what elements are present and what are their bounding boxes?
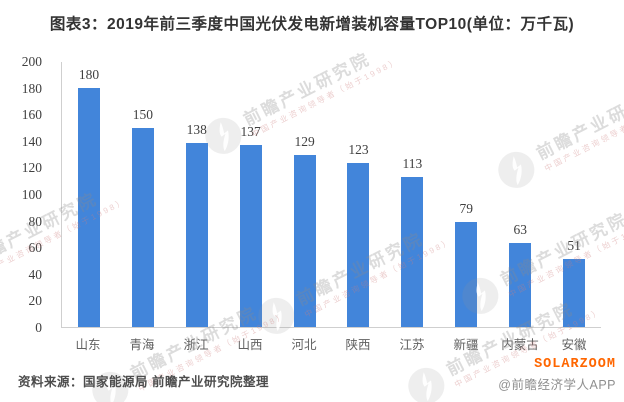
y-tick-label: 180 — [21, 80, 42, 96]
bar — [509, 243, 532, 327]
app-credit: @前瞻经济学人APP — [498, 378, 616, 392]
x-category-label: 安徽 — [561, 338, 587, 352]
bar-group-安徽: 51 — [547, 62, 601, 327]
bar-value-label: 51 — [567, 238, 581, 254]
y-axis: 0 20 40 60 80 100 120 140 160 180 200 — [0, 54, 52, 335]
x-category-label: 河北 — [291, 338, 317, 352]
bar — [239, 144, 262, 327]
bar-value-label: 137 — [240, 123, 261, 139]
x-category-label: 江苏 — [399, 338, 425, 352]
bar-group-新疆: 79 — [439, 62, 493, 327]
x-category-label: 内蒙古 — [501, 338, 539, 352]
bar — [401, 176, 424, 327]
bar-group-青海: 150 — [116, 62, 170, 327]
source-note: 资料来源：国家能源局 前瞻产业研究院整理 — [18, 375, 269, 389]
y-tick-label: 60 — [28, 240, 43, 256]
bar-group-内蒙古: 63 — [493, 62, 547, 327]
y-tick-label: 120 — [21, 160, 42, 176]
bar-value-label: 79 — [459, 200, 474, 216]
x-category-label: 陕西 — [345, 338, 371, 352]
y-tick-label: 200 — [21, 54, 42, 69]
y-tick-label: 0 — [35, 320, 42, 335]
y-tick-label: 80 — [28, 213, 43, 229]
solarzoom-logo-text: SOLARZOOM — [534, 357, 616, 372]
bar-value-label: 150 — [132, 106, 153, 122]
bar-group-河北: 129 — [278, 62, 332, 327]
bar-group-山东: 180 — [62, 62, 116, 327]
bar-value-label: 123 — [348, 142, 369, 158]
bar — [563, 259, 586, 327]
y-tick-label: 160 — [21, 107, 42, 123]
x-category-label: 青海 — [129, 338, 155, 352]
x-category-label: 浙江 — [183, 338, 209, 352]
y-tick-label: 20 — [28, 293, 43, 309]
bar-value-label: 129 — [294, 134, 315, 150]
qianzhan-bird-logo — [408, 367, 445, 402]
bar-group-山西: 137 — [224, 62, 278, 327]
x-category-label: 山西 — [237, 338, 263, 352]
bar — [185, 143, 208, 327]
bar-value-label: 138 — [186, 122, 207, 138]
bar — [293, 155, 316, 327]
x-category-label: 新疆 — [453, 338, 479, 352]
plot-area: 180 150 138 137 129 123 113 79 63 51 — [61, 62, 601, 328]
bar-group-浙江: 138 — [170, 62, 224, 327]
x-category-label: 山东 — [75, 338, 101, 352]
y-tick-label: 40 — [28, 266, 43, 282]
bar — [77, 87, 100, 327]
bar-value-label: 113 — [402, 155, 423, 171]
chart-title: 图表3：2019年前三季度中国光伏发电新增装机容量TOP10(单位：万千瓦) — [49, 16, 575, 33]
bar — [347, 163, 370, 327]
bar-value-label: 180 — [78, 66, 100, 82]
bar — [455, 221, 478, 327]
y-tick-label: 100 — [21, 187, 42, 202]
bar-value-label: 63 — [513, 222, 527, 238]
x-axis-labels: 山东 青海 浙江 山西 河北 陕西 江苏 新疆 内蒙古 安徽 — [61, 334, 601, 353]
bar-group-陕西: 123 — [332, 62, 386, 327]
bar-group-江苏: 113 — [385, 62, 439, 327]
bar — [131, 127, 154, 327]
y-tick-label: 140 — [21, 133, 42, 149]
